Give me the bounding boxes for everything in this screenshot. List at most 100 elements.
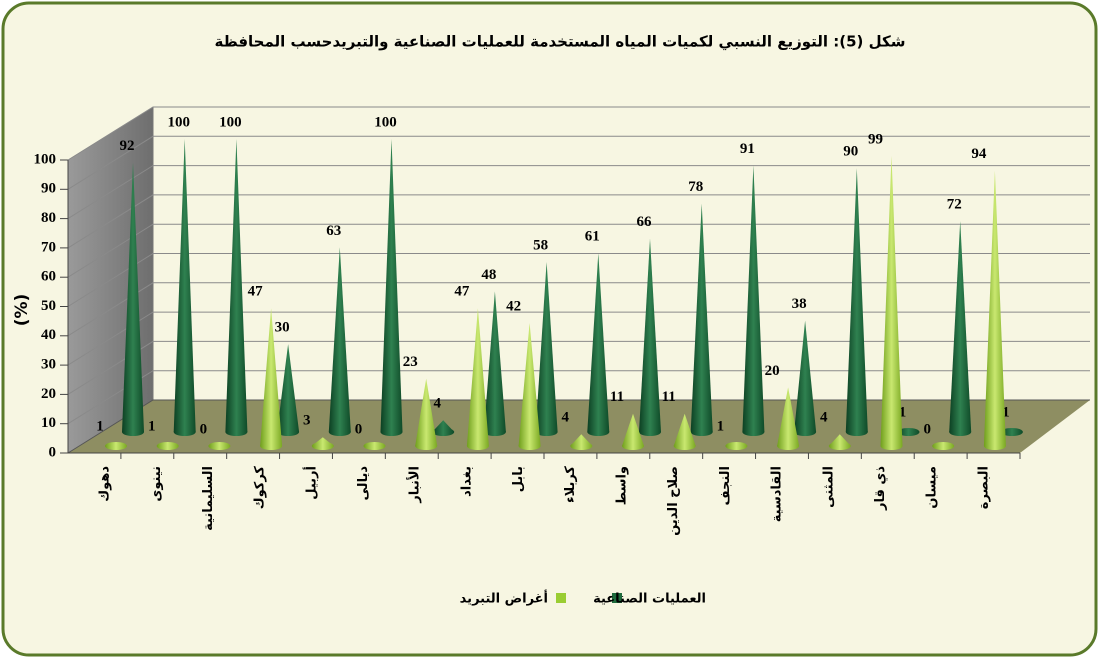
x-tick-label: البصرة xyxy=(976,466,991,509)
cone xyxy=(380,139,403,432)
cone xyxy=(690,203,713,432)
legend-label: العمليات الصناعية xyxy=(593,592,706,607)
value-label: 20 xyxy=(765,363,780,379)
x-tick-label: المثنى xyxy=(821,466,836,508)
x-tick-label: دهوك xyxy=(98,466,113,502)
grid-line xyxy=(67,135,1090,190)
cone xyxy=(673,413,696,446)
legend-swatch xyxy=(556,593,566,603)
value-label: 92 xyxy=(120,138,135,154)
value-label: 0 xyxy=(923,421,931,437)
cone xyxy=(518,322,541,446)
cone xyxy=(897,429,920,432)
x-tick-label: بابل xyxy=(511,466,526,492)
value-label: 11 xyxy=(662,389,676,405)
x-tick-label: صلاح الدين xyxy=(666,466,681,536)
value-label: 78 xyxy=(688,179,703,195)
value-label: 90 xyxy=(843,144,858,160)
y-tick-label: 80 xyxy=(41,210,56,226)
cone-base xyxy=(932,442,955,450)
value-label: 100 xyxy=(167,114,190,130)
cone-base xyxy=(208,442,231,450)
value-label: 42 xyxy=(506,298,521,314)
y-tick-label: 60 xyxy=(41,269,56,285)
grid-line xyxy=(67,223,1090,278)
grid-line xyxy=(67,399,1090,454)
cone xyxy=(483,291,506,432)
value-label: 1 xyxy=(899,405,907,421)
cone xyxy=(105,443,127,446)
grid-line xyxy=(67,106,1090,161)
value-label: 1 xyxy=(1002,405,1010,421)
cone xyxy=(415,378,438,446)
value-label: 58 xyxy=(533,237,548,253)
legend-swatch xyxy=(612,593,622,603)
x-tick-label: كركوك xyxy=(253,466,268,510)
value-label: 11 xyxy=(610,389,624,405)
value-label: 61 xyxy=(585,229,600,245)
y-tick-label: 10 xyxy=(41,415,56,431)
x-tick-label: نينوى xyxy=(149,466,164,502)
cone xyxy=(949,221,972,432)
grid-line xyxy=(67,340,1090,395)
cone-base xyxy=(363,442,386,450)
cone xyxy=(1000,429,1023,432)
cone xyxy=(156,443,179,446)
cone xyxy=(328,247,351,432)
chart-title: شكل (5): التوزيع النسبي لكميات المياه ال… xyxy=(214,33,905,51)
cone xyxy=(173,139,196,432)
value-label: 4 xyxy=(820,410,828,426)
y-tick-label: 30 xyxy=(41,357,56,373)
y-tick-label: 40 xyxy=(41,327,56,343)
cone xyxy=(622,413,644,446)
y-axis-label: (%) xyxy=(12,294,32,327)
value-label: 48 xyxy=(481,267,496,283)
cone xyxy=(466,308,489,446)
grid-line xyxy=(67,253,1090,307)
cone xyxy=(777,387,800,446)
value-label: 94 xyxy=(971,146,987,162)
x-tick-label: الأنبار xyxy=(406,466,423,504)
x-tick-label: بغداد xyxy=(459,466,474,497)
value-label: 1 xyxy=(148,419,156,435)
value-label: 91 xyxy=(740,141,755,157)
value-label: 47 xyxy=(248,284,264,300)
value-label: 3 xyxy=(303,413,311,429)
grid-line xyxy=(67,194,1090,249)
y-tick-label: 50 xyxy=(41,298,56,314)
cone xyxy=(432,420,455,432)
cone xyxy=(277,344,300,432)
value-label: 66 xyxy=(637,214,653,230)
cone xyxy=(845,168,868,433)
cone xyxy=(794,320,817,432)
cone xyxy=(725,443,748,446)
cone xyxy=(880,155,903,446)
value-label: 100 xyxy=(374,114,397,130)
value-label: 4 xyxy=(433,396,441,412)
grid-line xyxy=(67,165,1090,220)
value-label: 0 xyxy=(355,421,363,437)
value-label: 1 xyxy=(717,419,725,435)
grid-line xyxy=(67,370,1090,425)
value-label: 47 xyxy=(454,284,470,300)
y-tick-label: 100 xyxy=(34,151,57,167)
x-tick-label: السليمانية xyxy=(201,466,216,531)
x-tick-label: النجف xyxy=(718,466,733,506)
cone xyxy=(983,170,1006,446)
value-label: 4 xyxy=(562,410,570,426)
value-label: 23 xyxy=(403,354,418,370)
cone xyxy=(570,434,593,446)
grid-line xyxy=(67,282,1090,337)
cone xyxy=(828,434,851,446)
cone xyxy=(225,139,248,432)
x-tick-label: أربيل xyxy=(302,466,319,500)
value-label: 30 xyxy=(275,320,290,336)
grid-line xyxy=(67,311,1090,366)
cone xyxy=(535,262,558,432)
x-tick-label: ديالى xyxy=(356,466,371,501)
cone xyxy=(639,238,661,432)
value-label: 100 xyxy=(219,114,242,130)
cone xyxy=(587,253,610,432)
x-tick-label: واسط xyxy=(615,466,630,505)
